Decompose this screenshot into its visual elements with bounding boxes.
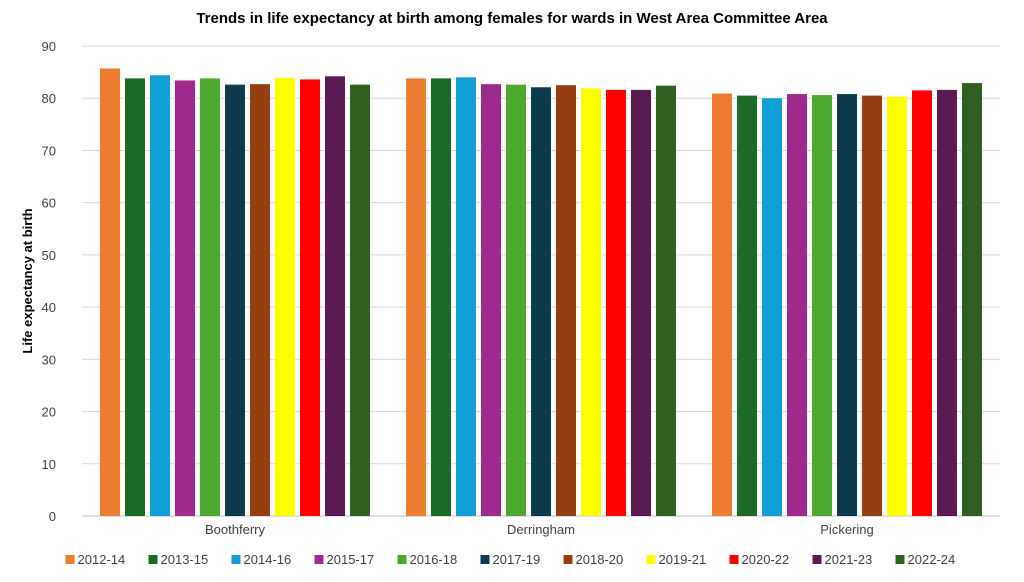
legend-swatch bbox=[563, 555, 573, 564]
y-tick-label: 50 bbox=[42, 248, 56, 263]
bar-2017-19-Boothferry bbox=[225, 84, 245, 517]
legend-label: 2020-22 bbox=[742, 552, 790, 567]
y-axis-label: Life expectancy at birth bbox=[20, 208, 35, 353]
legend-label: 2015-17 bbox=[327, 552, 375, 567]
bar-2021-23-Pickering bbox=[937, 89, 957, 516]
bar-2014-16-Derringham bbox=[456, 77, 476, 516]
bar-2016-18-Pickering bbox=[812, 95, 832, 516]
y-tick-label: 60 bbox=[42, 196, 56, 211]
legend-label: 2012-14 bbox=[78, 552, 126, 567]
bar-2022-24-Derringham bbox=[656, 85, 676, 516]
y-tick-label: 30 bbox=[42, 352, 56, 367]
bar-2018-20-Pickering bbox=[862, 95, 882, 516]
bar-2021-23-Derringham bbox=[631, 89, 651, 516]
bar-2018-20-Boothferry bbox=[250, 84, 270, 516]
x-tick-label: Pickering bbox=[820, 522, 873, 537]
bar-2015-17-Derringham bbox=[481, 84, 501, 516]
y-tick-label: 20 bbox=[42, 405, 56, 420]
legend-swatch bbox=[480, 555, 490, 564]
legend-swatch bbox=[314, 555, 324, 564]
bar-2017-19-Derringham bbox=[531, 87, 551, 516]
x-tick-label: Derringham bbox=[507, 522, 575, 537]
x-tick-label: Boothferry bbox=[205, 522, 265, 537]
legend-label: 2014-16 bbox=[244, 552, 292, 567]
bar-2013-15-Boothferry bbox=[125, 78, 145, 516]
legend-label: 2019-21 bbox=[659, 552, 707, 567]
bar-2020-22-Boothferry bbox=[300, 79, 320, 516]
legend-swatch bbox=[646, 555, 656, 564]
bar-2012-14-Pickering bbox=[712, 93, 732, 517]
bar-2022-24-Boothferry bbox=[350, 84, 370, 517]
bar-2019-21-Boothferry bbox=[275, 77, 295, 516]
legend-swatch bbox=[729, 555, 739, 564]
y-tick-label: 10 bbox=[42, 457, 56, 472]
legend-swatch bbox=[895, 555, 905, 564]
y-tick-label: 40 bbox=[42, 300, 56, 315]
bar-2013-15-Derringham bbox=[431, 78, 451, 516]
chart-title: Trends in life expectancy at birth among… bbox=[196, 10, 828, 27]
legend-swatch bbox=[397, 555, 407, 564]
bar-2016-18-Derringham bbox=[506, 84, 526, 517]
bar-2015-17-Pickering bbox=[787, 94, 807, 517]
bar-2021-23-Boothferry bbox=[325, 76, 345, 517]
legend-label: 2016-18 bbox=[410, 552, 458, 567]
legend-swatch bbox=[812, 555, 822, 564]
legend-label: 2017-19 bbox=[493, 552, 541, 567]
bar-2017-19-Pickering bbox=[837, 94, 857, 517]
bar-2019-21-Pickering bbox=[887, 96, 907, 517]
y-tick-label: 0 bbox=[49, 509, 56, 524]
legend-swatch bbox=[148, 555, 158, 564]
bar-2016-18-Boothferry bbox=[200, 78, 220, 516]
bar-2022-24-Pickering bbox=[962, 83, 982, 517]
y-tick-label: 90 bbox=[42, 39, 56, 54]
bar-2014-16-Pickering bbox=[762, 98, 782, 516]
bar-2015-17-Boothferry bbox=[175, 80, 195, 516]
y-tick-label: 80 bbox=[42, 91, 56, 106]
legend-label: 2018-20 bbox=[576, 552, 624, 567]
bar-2018-20-Derringham bbox=[556, 85, 576, 517]
bar-2020-22-Derringham bbox=[606, 89, 626, 516]
legend-swatch bbox=[231, 555, 241, 564]
legend-label: 2022-24 bbox=[908, 552, 956, 567]
bar-2020-22-Pickering bbox=[912, 90, 932, 516]
bar-2012-14-Derringham bbox=[406, 78, 426, 516]
legend-swatch bbox=[65, 555, 75, 564]
bar-2019-21-Derringham bbox=[581, 88, 601, 517]
y-tick-label: 70 bbox=[42, 143, 56, 158]
legend-label: 2021-23 bbox=[825, 552, 873, 567]
bar-2014-16-Boothferry bbox=[150, 75, 170, 516]
legend-label: 2013-15 bbox=[161, 552, 209, 567]
bar-2012-14-Boothferry bbox=[100, 68, 120, 516]
bar-2013-15-Pickering bbox=[737, 95, 757, 516]
